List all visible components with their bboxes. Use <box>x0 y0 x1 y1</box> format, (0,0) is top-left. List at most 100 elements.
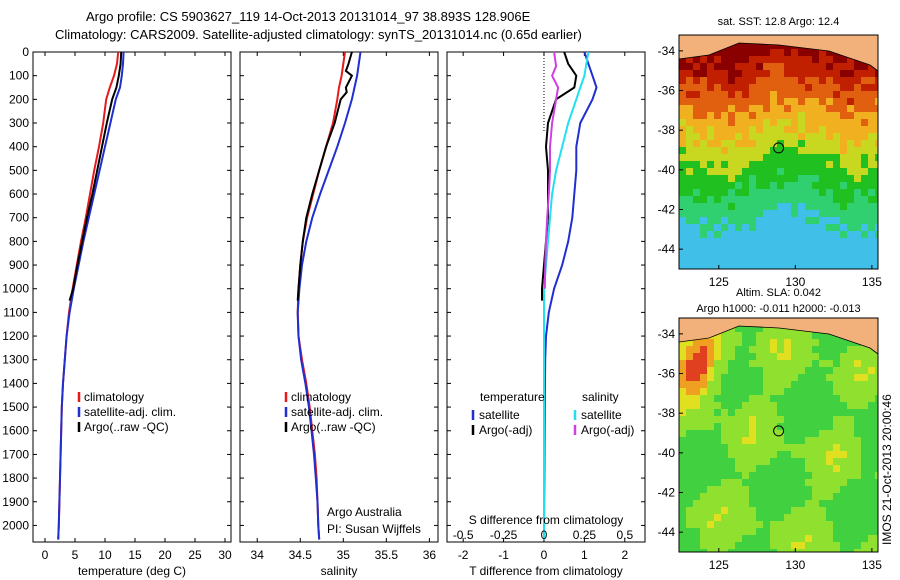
map-cell <box>812 161 820 169</box>
map-cell <box>749 91 757 99</box>
map-cell <box>693 119 701 127</box>
map-cell <box>763 381 771 389</box>
map-cell <box>693 189 701 197</box>
map-cell <box>819 259 827 267</box>
map-cell <box>763 91 771 99</box>
map-cell <box>756 374 764 382</box>
lat-tick-label: -44 <box>658 525 676 539</box>
map-cell <box>791 252 799 260</box>
map-cell <box>735 252 743 260</box>
map-cell <box>770 56 778 64</box>
map-cell <box>770 346 778 354</box>
argo-float-marker <box>773 142 785 154</box>
map-cell <box>798 56 806 64</box>
map-cell <box>721 374 729 382</box>
map-cell <box>707 203 715 211</box>
map-cell <box>854 231 862 239</box>
map-cell <box>707 98 715 106</box>
x-tick-label: 30 <box>218 548 232 562</box>
map-cell <box>742 168 750 176</box>
map-cell <box>798 514 806 522</box>
map-cell <box>791 210 799 218</box>
map-cell <box>840 119 848 127</box>
map-cell <box>749 472 757 480</box>
map-cell <box>700 189 708 197</box>
map-cell <box>777 416 785 424</box>
map-cell <box>721 549 729 552</box>
map-cell <box>756 332 764 340</box>
map-cell <box>770 395 778 403</box>
map-cell <box>861 196 869 204</box>
map-cell <box>742 549 750 552</box>
map-cell <box>868 437 876 445</box>
map-cell <box>770 528 778 536</box>
map-cell <box>875 416 878 424</box>
map-cell <box>861 252 869 260</box>
map-cell <box>721 416 729 424</box>
map-cell <box>728 91 736 99</box>
map-cell <box>742 154 750 162</box>
map-cell <box>840 535 848 543</box>
map-cell <box>847 549 855 552</box>
map-cell <box>693 168 701 176</box>
map-cell <box>742 49 750 57</box>
plot-frame <box>446 51 646 543</box>
map-cell <box>714 189 722 197</box>
map-cell <box>700 231 708 239</box>
map-cell <box>679 367 687 375</box>
map-cell <box>679 423 687 431</box>
map-cell <box>728 444 736 452</box>
map-cell <box>770 98 778 106</box>
map-cell <box>784 154 792 162</box>
map-cell <box>868 70 876 78</box>
map-cell <box>784 430 792 438</box>
map-cell <box>707 63 715 71</box>
map-cell <box>728 535 736 543</box>
map-cell <box>805 231 813 239</box>
map-cell <box>812 63 820 71</box>
map-cell <box>714 451 722 459</box>
map-cell <box>749 514 757 522</box>
map-cell <box>707 430 715 438</box>
map-cell <box>875 210 878 218</box>
map-cell <box>805 346 813 354</box>
map-cell <box>812 133 820 141</box>
map-cell <box>770 535 778 543</box>
map-cell <box>679 56 687 64</box>
map-cell <box>812 388 820 396</box>
map-cell <box>693 140 701 148</box>
map-cell <box>714 133 722 141</box>
map-cell <box>700 514 708 522</box>
map-cell <box>833 98 841 106</box>
map-cell <box>875 402 878 410</box>
map-cell <box>763 84 771 92</box>
map-cell <box>686 542 694 550</box>
map-cell <box>770 360 778 368</box>
map-cell <box>763 259 771 267</box>
map-cell <box>700 217 708 225</box>
map-cell <box>812 77 820 85</box>
map-cell <box>805 472 813 480</box>
map-cell <box>798 168 806 176</box>
map-cell <box>693 210 701 218</box>
map-cell <box>840 161 848 169</box>
map-cell <box>854 266 862 269</box>
map-cell <box>777 224 785 232</box>
map-cell <box>749 346 757 354</box>
map-cell <box>791 339 799 347</box>
map-cell <box>686 416 694 424</box>
map-cell <box>819 266 827 269</box>
map-cell <box>763 175 771 183</box>
map-cell <box>707 444 715 452</box>
y-tick-label: 1300 <box>2 353 29 367</box>
map-cell <box>868 514 876 522</box>
map-cell <box>735 416 743 424</box>
map-cell <box>819 388 827 396</box>
map-cell <box>700 182 708 190</box>
map-cell <box>847 245 855 253</box>
map-cell <box>700 112 708 120</box>
map-cell <box>700 381 708 389</box>
map-cell <box>833 493 841 501</box>
map-cell <box>756 388 764 396</box>
